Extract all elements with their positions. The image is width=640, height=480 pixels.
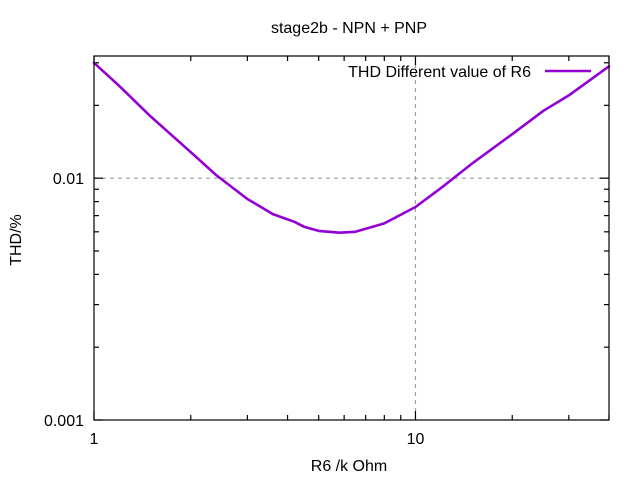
x-axis-label: R6 /k Ohm: [311, 458, 387, 475]
chart-title: stage2b - NPN + PNP: [271, 20, 427, 37]
series-thd-line: [92, 61, 611, 234]
y-tick-label: 0.01: [53, 171, 84, 188]
y-tick-label: 0.001: [44, 413, 84, 430]
y-axis-label: THD/%: [8, 214, 25, 266]
tick-labels: 1 10 0.001 0.01: [44, 171, 425, 448]
minor-ticks: [93, 56, 610, 421]
plot-frame: [93, 55, 610, 421]
x-tick-label: 1: [90, 431, 99, 448]
legend-label: THD Different value of R6: [348, 64, 531, 81]
grid-lines: [94, 56, 609, 420]
legend: THD Different value of R6: [348, 64, 591, 81]
x-tick-label: 10: [407, 431, 425, 448]
